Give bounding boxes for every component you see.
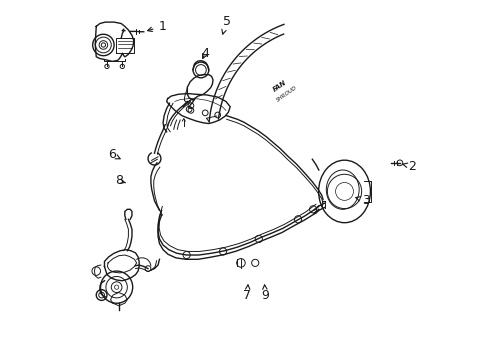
Text: FAN: FAN xyxy=(272,80,287,93)
Text: 3: 3 xyxy=(355,194,369,207)
Text: SHROUD: SHROUD xyxy=(275,85,297,103)
Text: 8: 8 xyxy=(115,174,125,187)
Text: 4: 4 xyxy=(201,47,209,60)
Text: 7: 7 xyxy=(243,285,251,302)
Circle shape xyxy=(114,285,119,289)
Circle shape xyxy=(101,43,105,47)
Text: 9: 9 xyxy=(261,285,268,302)
Text: 5: 5 xyxy=(222,14,230,34)
Text: 2: 2 xyxy=(402,160,415,173)
Text: 1: 1 xyxy=(147,20,166,33)
Text: 6: 6 xyxy=(108,148,120,162)
